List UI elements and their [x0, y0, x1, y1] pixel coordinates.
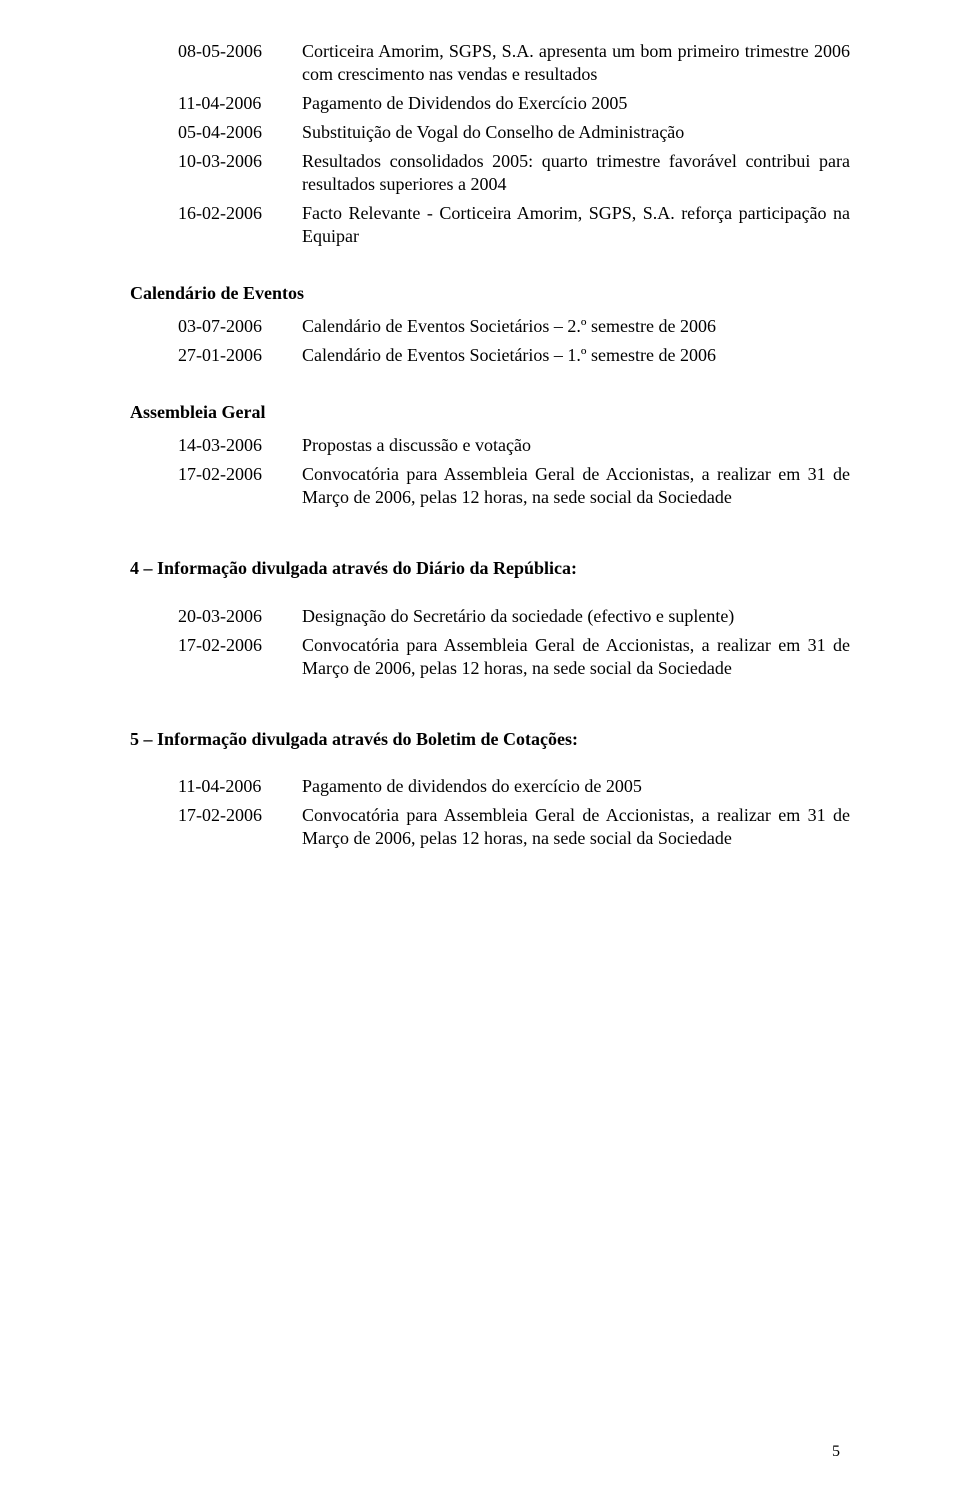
desc-cell: Convocatória para Assembleia Geral de Ac… — [302, 804, 850, 850]
desc-cell: Designação do Secretário da sociedade (e… — [302, 605, 850, 628]
table-row: 05-04-2006 Substituição de Vogal do Cons… — [178, 121, 850, 144]
date-cell: 16-02-2006 — [178, 202, 302, 248]
table-row: 08-05-2006 Corticeira Amorim, SGPS, S.A.… — [178, 40, 850, 86]
top-block: 08-05-2006 Corticeira Amorim, SGPS, S.A.… — [178, 40, 850, 248]
calendar-block: 03-07-2006 Calendário de Eventos Societá… — [178, 315, 850, 367]
date-cell: 20-03-2006 — [178, 605, 302, 628]
section5-heading: 5 – Informação divulgada através do Bole… — [130, 728, 850, 751]
desc-cell: Calendário de Eventos Societários – 2.º … — [302, 315, 850, 338]
date-cell: 03-07-2006 — [178, 315, 302, 338]
date-cell: 10-03-2006 — [178, 150, 302, 196]
table-row: 27-01-2006 Calendário de Eventos Societá… — [178, 344, 850, 367]
desc-cell: Propostas a discussão e votação — [302, 434, 850, 457]
date-cell: 11-04-2006 — [178, 775, 302, 798]
date-cell: 27-01-2006 — [178, 344, 302, 367]
date-cell: 17-02-2006 — [178, 634, 302, 680]
desc-cell: Convocatória para Assembleia Geral de Ac… — [302, 463, 850, 509]
desc-cell: Substituição de Vogal do Conselho de Adm… — [302, 121, 850, 144]
table-row: 03-07-2006 Calendário de Eventos Societá… — [178, 315, 850, 338]
date-cell: 11-04-2006 — [178, 92, 302, 115]
section4-heading: 4 – Informação divulgada através do Diár… — [130, 557, 850, 580]
desc-cell: Corticeira Amorim, SGPS, S.A. apresenta … — [302, 40, 850, 86]
desc-cell: Pagamento de Dividendos do Exercício 200… — [302, 92, 850, 115]
page-number: 5 — [832, 1442, 840, 1462]
table-row: 17-02-2006 Convocatória para Assembleia … — [178, 634, 850, 680]
page: 08-05-2006 Corticeira Amorim, SGPS, S.A.… — [0, 0, 960, 1492]
desc-cell: Facto Relevante - Corticeira Amorim, SGP… — [302, 202, 850, 248]
desc-cell: Calendário de Eventos Societários – 1.º … — [302, 344, 850, 367]
table-row: 20-03-2006 Designação do Secretário da s… — [178, 605, 850, 628]
table-row: 14-03-2006 Propostas a discussão e votaç… — [178, 434, 850, 457]
desc-cell: Convocatória para Assembleia Geral de Ac… — [302, 634, 850, 680]
table-row: 10-03-2006 Resultados consolidados 2005:… — [178, 150, 850, 196]
table-row: 17-02-2006 Convocatória para Assembleia … — [178, 804, 850, 850]
table-row: 16-02-2006 Facto Relevante - Corticeira … — [178, 202, 850, 248]
date-cell: 17-02-2006 — [178, 463, 302, 509]
assembleia-heading: Assembleia Geral — [130, 401, 850, 424]
date-cell: 14-03-2006 — [178, 434, 302, 457]
section5-block: 11-04-2006 Pagamento de dividendos do ex… — [130, 775, 850, 850]
date-cell: 17-02-2006 — [178, 804, 302, 850]
section4-block: 20-03-2006 Designação do Secretário da s… — [130, 605, 850, 680]
date-cell: 05-04-2006 — [178, 121, 302, 144]
desc-cell: Resultados consolidados 2005: quarto tri… — [302, 150, 850, 196]
table-row: 11-04-2006 Pagamento de Dividendos do Ex… — [178, 92, 850, 115]
desc-cell: Pagamento de dividendos do exercício de … — [302, 775, 850, 798]
assembleia-block: 14-03-2006 Propostas a discussão e votaç… — [178, 434, 850, 509]
table-row: 11-04-2006 Pagamento de dividendos do ex… — [178, 775, 850, 798]
date-cell: 08-05-2006 — [178, 40, 302, 86]
calendar-heading: Calendário de Eventos — [130, 282, 850, 305]
table-row: 17-02-2006 Convocatória para Assembleia … — [178, 463, 850, 509]
